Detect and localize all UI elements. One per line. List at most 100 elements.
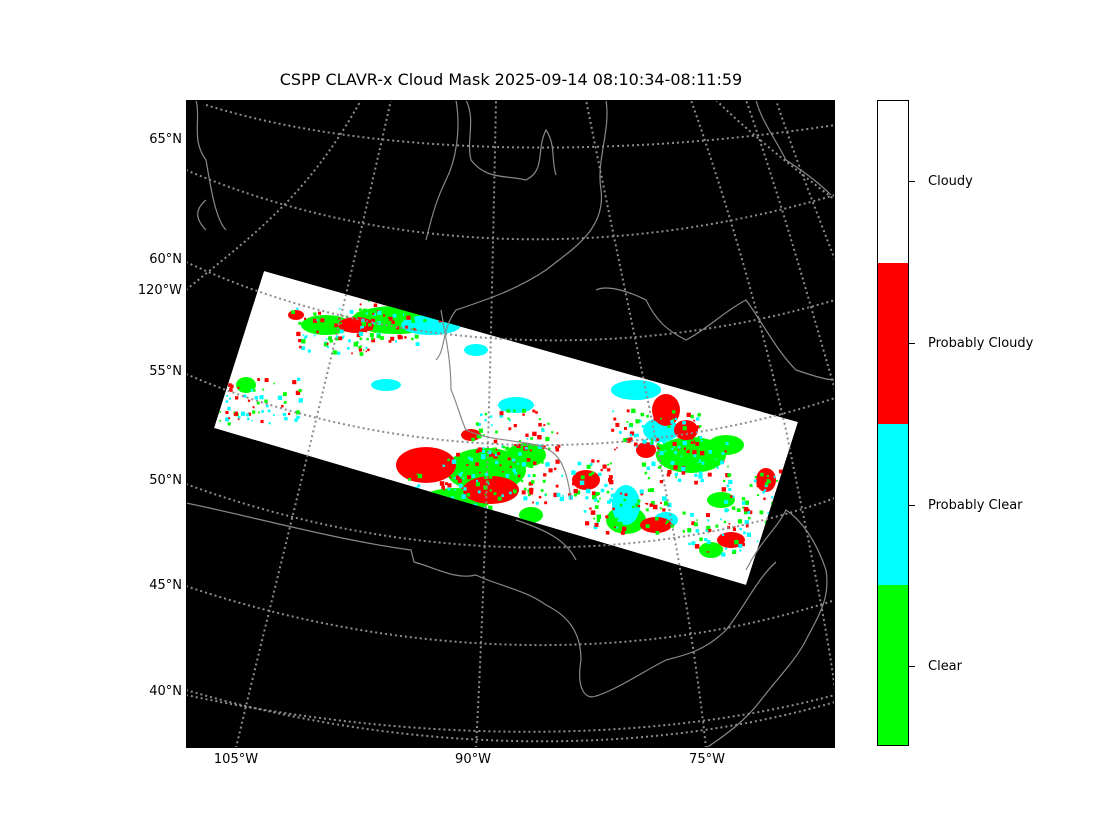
cloud-mask-pixel [301,346,306,350]
cloud-mask-pixel [302,334,305,336]
cloud-mask-pixel [624,427,627,430]
cloud-mask-pixel [551,431,554,434]
colorbar-label-cloudy: Cloudy [928,174,973,189]
cloud-mask-pixel [233,411,235,414]
cloud-mask-pixel [462,477,465,480]
cloud-mask-pixel [253,381,255,384]
cloud-mask-pixel [695,458,700,463]
cloud-mask-pixel [658,444,663,448]
cloud-mask-pixel [739,527,742,531]
cloud-mask-pixel [485,472,488,476]
cloud-mask-pixel [522,456,526,460]
cloud-mask-pixel [465,455,468,458]
cloud-mask-pixel [256,401,260,405]
cloud-mask-pixel [489,415,493,418]
cloud-mask-pixel [493,454,498,459]
cloud-mask-pixel [442,464,445,467]
colorbar-tick [909,666,915,667]
cloud-mask-map [186,100,835,748]
cloud-mask-pixel [505,446,509,451]
cloud-mask-pixel [447,483,452,488]
cloud-mask-pixel [662,508,666,512]
cloud-mask-pixel [747,508,750,512]
cloud-mask-pixel [506,409,511,413]
cloud-mask-pixel [715,524,719,528]
cloud-mask-pixel [605,515,609,519]
cloud-mask-pixel [744,511,748,515]
cloud-mask-pixel [376,334,381,339]
cloud-mask-pixel [616,526,619,529]
cloud-mask-pixel [358,308,362,312]
cloud-mask-pixel [732,495,735,498]
cloud-mask-pixel [447,458,450,462]
cloud-mask-pixel [295,390,301,395]
cloud-mask-pixel [490,453,494,457]
cloud-mask-pixel [666,520,669,523]
cloud-mask-pixel [706,550,710,553]
cloud-mask-pixel [615,422,620,427]
cloud-mask-pixel [542,479,546,483]
cloud-mask-pixel [609,462,612,465]
cloud-mask-pixel [329,339,333,343]
cloud-mask-pixel [458,473,462,477]
cloud-mask-pixel [476,492,479,495]
cloud-mask-pixel [591,491,596,496]
cloud-mask-pixel [767,512,770,515]
cloud-mask-pixel [299,345,302,349]
cloud-mask-pixel [595,477,599,481]
cloud-mask-pixel [589,507,592,510]
cloud-mask-pixel [608,475,613,479]
colorbar-label-probably-clear: Probably Clear [928,498,1023,513]
cloud-mask-pixel [521,462,527,467]
cloud-mask-pixel [743,531,746,534]
cloud-mask-pixel [757,494,760,497]
cloud-mask-pixel [530,437,533,440]
cloud-mask-pixel [623,437,628,443]
cloud-mask-pixel [769,473,773,477]
cloud-mask-pixel [637,508,641,511]
cloud-mask-pixel [394,340,397,343]
cloud-mask-pixel [678,448,684,454]
cloud-mask-pixel [670,420,675,424]
cloud-mask-pixel [660,417,662,420]
cloud-mask-pixel [298,389,302,393]
cloud-mask-pixel [454,489,457,491]
cloud-mask-pixel [754,476,757,479]
cloud-mask-pixel [573,493,577,497]
cloud-mask-pixel [692,450,697,455]
cloud-mask-pixel [341,336,344,339]
cloud-mask-pixel [586,521,589,524]
cloud-mask-pixel [559,496,564,502]
coastlines [186,100,835,748]
parallel-65n [205,104,835,149]
cloud-mask-pixel [338,336,343,341]
cloud-mask-pixel [708,528,712,532]
cloud-mask-pixel [639,419,642,423]
parallel-55n [186,261,835,342]
cloud-mask-pixel [368,326,373,331]
cloud-mask-pixel [373,321,378,325]
cloud-mask-pixel [297,377,301,381]
cloud-mask-pixel [592,495,597,500]
colorbar-tick [909,181,915,182]
cloud-mask-pixel [692,465,696,469]
cloud-mask-pixel [484,493,487,496]
cloud-mask-pixel [749,484,753,487]
cloud-mask-pixel [342,335,345,338]
cloud-mask-pixel [423,319,427,323]
cloud-mask-pixel [449,476,452,479]
cloud-mask-pixel [527,489,531,493]
cloud-mask-pixel [402,328,405,331]
cloud-mask-pixel [571,470,576,475]
cloud-mask-pixel [485,450,488,454]
cloud-mask-pixel [614,493,619,498]
cloud-mask-pixel [365,350,368,353]
cloud-mask-pixel [594,522,599,527]
cloud-mask-pixel [494,478,498,482]
cloud-mask-pixel [488,505,493,510]
cloud-mask-pixel [694,480,698,485]
colorbar-segment-cloudy [878,101,908,263]
cloud-mask-pixel [674,451,678,455]
cloud-mask-pixel [670,460,675,465]
cloud-mask-pixel [753,479,757,483]
